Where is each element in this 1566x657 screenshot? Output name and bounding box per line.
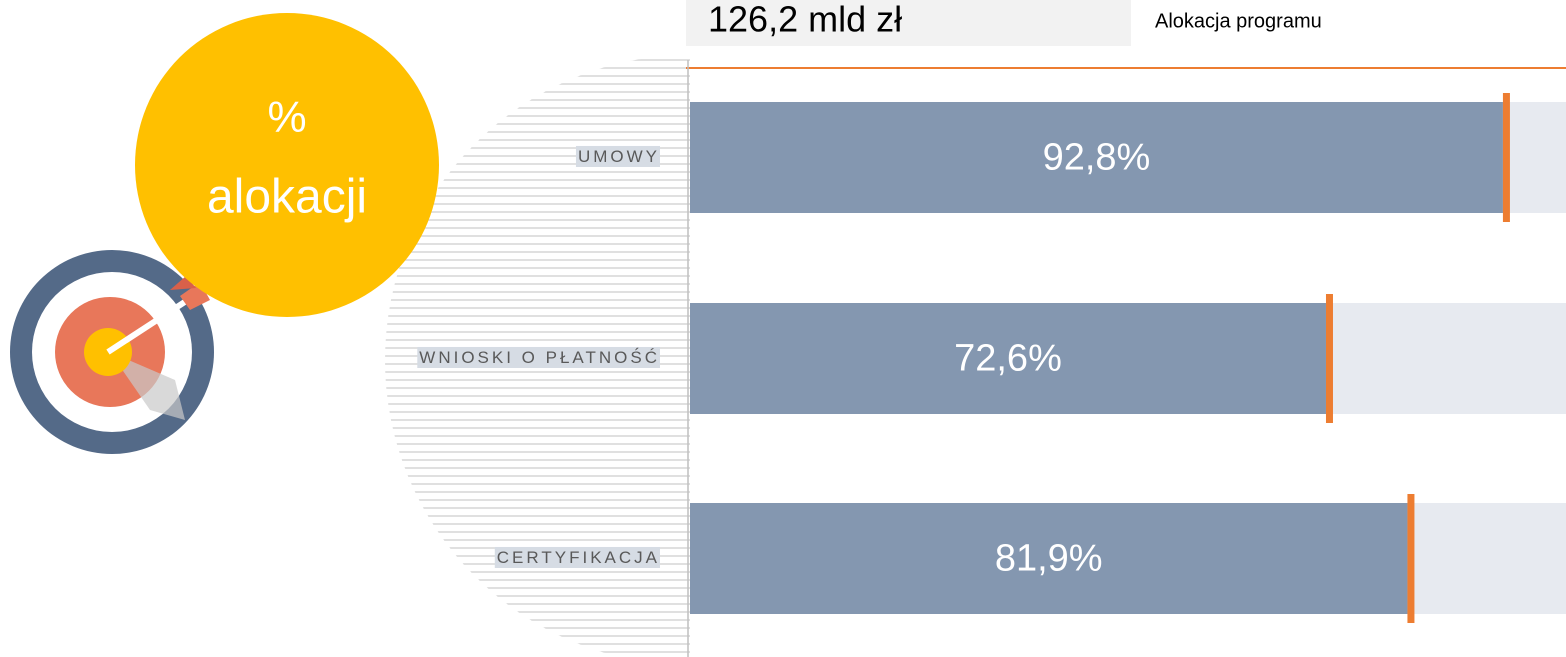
header-amount: 126,2 mld zł [708,0,902,40]
category-label: CERTYFIKACJA [497,548,660,567]
category-label: WNIOSKI O PŁATNOŚĆ [419,348,660,367]
badge-line1: % [267,93,306,142]
bar [690,102,1503,213]
bar-end-marker [1502,93,1510,222]
category-label-bg [575,145,660,167]
bar-end-marker [1325,294,1333,423]
header-caption: Alokacja programu [1155,10,1322,32]
bar-end-marker [1407,494,1415,623]
badge-circle [135,13,439,317]
value-label: 92,8% [1043,137,1151,179]
category-label-bg [417,346,660,368]
badge-line2: alokacji [207,171,367,224]
value-label: 72,6% [954,338,1062,380]
bar [690,503,1408,614]
target-icon [10,250,214,454]
value-label: 81,9% [995,538,1103,580]
bar [690,303,1326,414]
category-label: UMOWY [578,147,660,166]
category-label-bg [494,546,660,568]
header-box [686,0,1131,46]
